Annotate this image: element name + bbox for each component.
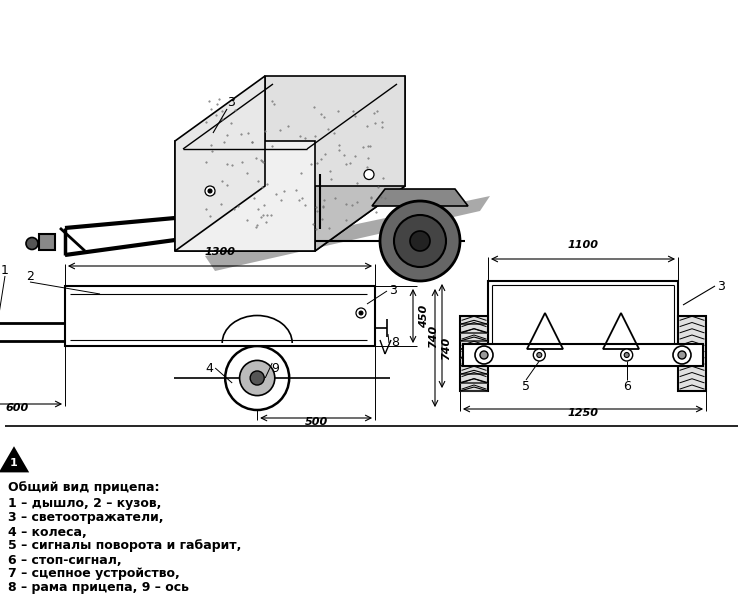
Circle shape (394, 215, 446, 267)
Text: 3 – светоотражатели,: 3 – светоотражатели, (8, 511, 163, 525)
Circle shape (620, 349, 633, 361)
Circle shape (480, 351, 488, 359)
Circle shape (673, 346, 691, 364)
Polygon shape (372, 189, 468, 206)
Polygon shape (265, 76, 405, 186)
Polygon shape (1, 449, 27, 471)
Circle shape (359, 311, 363, 315)
Bar (39, 234, 55, 249)
Text: 3: 3 (389, 284, 397, 297)
Circle shape (239, 361, 275, 395)
Text: 8: 8 (391, 337, 399, 350)
Text: 740: 740 (441, 337, 451, 359)
Circle shape (26, 237, 38, 249)
Bar (488, 281, 678, 361)
Text: 1250: 1250 (568, 408, 599, 418)
Text: 9: 9 (271, 361, 279, 374)
Text: 1300: 1300 (204, 247, 236, 257)
Text: 500: 500 (305, 417, 328, 427)
Polygon shape (175, 76, 265, 251)
Circle shape (205, 186, 215, 196)
Circle shape (475, 346, 493, 364)
Polygon shape (205, 196, 490, 271)
Text: 2: 2 (26, 269, 34, 282)
Text: Общий вид прицепа:: Общий вид прицепа: (8, 481, 160, 495)
Text: 740: 740 (428, 325, 438, 347)
Text: 5 – сигналы поворота и габарит,: 5 – сигналы поворота и габарит, (8, 540, 241, 552)
Polygon shape (175, 141, 315, 251)
Text: 6: 6 (623, 379, 631, 392)
Text: 6 – стоп-сигнал,: 6 – стоп-сигнал, (8, 554, 122, 567)
Circle shape (356, 308, 366, 318)
Text: 5: 5 (522, 379, 530, 392)
Circle shape (250, 371, 265, 385)
Text: 8 – рама прицепа, 9 – ось: 8 – рама прицепа, 9 – ось (8, 582, 189, 594)
Circle shape (364, 169, 374, 180)
Text: 1: 1 (10, 457, 18, 468)
Circle shape (208, 189, 212, 193)
Text: 7 – сцепное устройство,: 7 – сцепное устройство, (8, 567, 180, 581)
Circle shape (225, 346, 289, 410)
Circle shape (624, 353, 629, 358)
Bar (463, 344, 703, 366)
Polygon shape (315, 76, 405, 251)
Circle shape (380, 201, 460, 281)
Text: 1: 1 (1, 263, 9, 276)
Text: 600: 600 (6, 403, 29, 413)
Bar (460, 316, 488, 391)
Text: 4: 4 (205, 361, 213, 374)
Circle shape (533, 349, 545, 361)
Polygon shape (175, 186, 405, 251)
Circle shape (410, 231, 430, 251)
Text: 1100: 1100 (568, 240, 599, 250)
Bar (65, 286, 375, 346)
Bar (678, 316, 706, 391)
Text: 3: 3 (717, 279, 725, 293)
Text: 450: 450 (419, 304, 429, 328)
Text: 1 – дышло, 2 – кузов,: 1 – дышло, 2 – кузов, (8, 498, 161, 510)
Circle shape (536, 353, 542, 358)
Text: 4 – колеса,: 4 – колеса, (8, 525, 87, 538)
Text: 3: 3 (227, 97, 235, 109)
Circle shape (678, 351, 686, 359)
